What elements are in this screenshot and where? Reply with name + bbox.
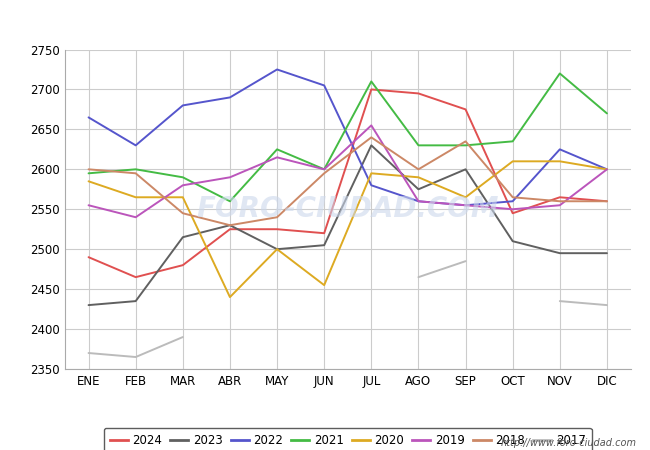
Text: http://www.foro-ciudad.com: http://www.foro-ciudad.com xyxy=(501,438,637,448)
Text: FORO-CIUDAD.COM: FORO-CIUDAD.COM xyxy=(196,195,499,223)
Text: Afiliados en El Espinar a 30/11/2024: Afiliados en El Espinar a 30/11/2024 xyxy=(175,11,475,29)
Legend: 2024, 2023, 2022, 2021, 2020, 2019, 2018, 2017: 2024, 2023, 2022, 2021, 2020, 2019, 2018… xyxy=(104,428,592,450)
